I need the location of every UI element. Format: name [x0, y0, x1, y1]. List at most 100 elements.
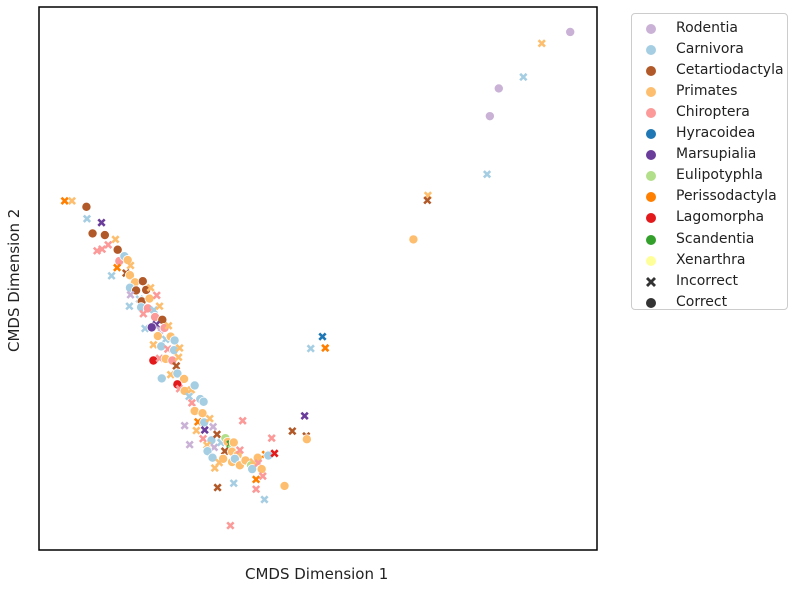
- point-primates-correct: [124, 270, 135, 281]
- point-rodentia-correct: [484, 111, 495, 122]
- point-carnivora-incorrect: [107, 271, 116, 280]
- legend-label: Incorrect: [676, 272, 739, 289]
- point-perissodactyla-incorrect: [113, 263, 122, 272]
- point-carnivora-correct: [202, 446, 213, 457]
- point-carnivora-correct: [229, 453, 240, 464]
- point-carnivora-incorrect: [229, 479, 238, 488]
- point-primates-incorrect: [146, 283, 155, 292]
- legend-marker-primates: [644, 84, 658, 98]
- legend-label: Chiroptera: [676, 103, 750, 120]
- legend-label: Cetartiodactyla: [676, 61, 784, 78]
- legend-marker-scandentia: [644, 232, 658, 246]
- point-primates-correct: [122, 255, 133, 266]
- legend-label: Xenarthra: [676, 251, 746, 268]
- point-hyracoidea-incorrect: [318, 332, 327, 341]
- point-chiroptera-incorrect: [104, 240, 113, 249]
- point-chiroptera-incorrect: [267, 434, 276, 443]
- legend-marker-chiroptera: [644, 105, 658, 119]
- point-rodentia-correct: [565, 26, 576, 37]
- point-chiroptera-incorrect: [251, 485, 261, 494]
- point-cetartiodactyla-correct: [87, 228, 98, 239]
- legend-item-lagomorpha: Lagomorpha: [644, 207, 764, 228]
- point-primates-incorrect: [192, 426, 201, 435]
- point-marsupialia-incorrect: [300, 411, 309, 420]
- point-primates-incorrect: [126, 261, 135, 270]
- legend-item-xenarthra: Xenarthra: [644, 249, 745, 270]
- point-cetartiodactyla-correct: [99, 230, 110, 241]
- point-chiroptera-incorrect: [198, 434, 208, 443]
- legend-item-scandentia: Scandentia: [644, 228, 754, 249]
- point-rodentia-incorrect: [180, 421, 189, 430]
- point-chiroptera-incorrect: [92, 246, 102, 255]
- legend-item-incorrect: Incorrect: [644, 270, 738, 291]
- point-rodentia-incorrect: [208, 422, 218, 431]
- point-cetartiodactyla-incorrect: [172, 361, 181, 371]
- legend-label: Correct: [676, 293, 728, 310]
- point-rodentia-incorrect: [185, 440, 194, 449]
- legend-marker-rodentia: [644, 21, 658, 35]
- point-marsupialia-correct: [146, 322, 157, 333]
- legend-marker-perissodactyla: [644, 189, 658, 203]
- point-rodentia-correct: [493, 83, 504, 94]
- point-primates-correct: [301, 434, 312, 445]
- legend-marker-carnivora: [644, 42, 658, 56]
- point-chiroptera-incorrect: [258, 472, 267, 481]
- legend-marker-hyracoidea: [644, 126, 658, 140]
- legend-marker-cetartiodactyla: [644, 63, 658, 77]
- point-primates-incorrect: [210, 463, 219, 473]
- point-cetartiodactyla-correct: [81, 201, 92, 212]
- y-axis-label: CMDS Dimension 2: [5, 208, 23, 352]
- point-cetartiodactyla-correct: [141, 284, 152, 295]
- point-rodentia-incorrect: [126, 290, 135, 299]
- point-chiroptera-incorrect: [187, 398, 197, 407]
- point-lagomorpha-correct: [172, 379, 183, 390]
- legend-item-primates: Primates: [644, 80, 737, 101]
- point-primates-incorrect: [174, 353, 183, 362]
- point-cetartiodactyla-incorrect: [423, 196, 432, 205]
- point-chiroptera-incorrect: [152, 291, 161, 300]
- point-primates-incorrect: [67, 196, 77, 205]
- point-perissodactyla-incorrect: [60, 196, 69, 205]
- point-carnivora-correct: [189, 380, 200, 391]
- point-carnivora-incorrect: [260, 495, 269, 504]
- point-primates-incorrect: [149, 340, 158, 349]
- legend-label: Perissodactyla: [676, 188, 777, 205]
- legend-item-marsupialia: Marsupialia: [644, 144, 756, 165]
- legend-label: Primates: [676, 82, 738, 99]
- point-primates-incorrect: [537, 39, 546, 48]
- point-primates-correct: [408, 234, 419, 245]
- legend-label: Rodentia: [676, 19, 738, 36]
- legend-label: Eulipotyphla: [676, 167, 763, 184]
- point-chiroptera-incorrect: [139, 309, 148, 318]
- point-primates-correct: [152, 331, 163, 342]
- point-primates-correct: [179, 373, 190, 384]
- point-primates-incorrect: [175, 343, 184, 353]
- point-chiroptera-incorrect: [238, 416, 247, 425]
- legend-marker-xenarthra: [644, 253, 658, 267]
- point-perissodactyla-incorrect: [321, 343, 330, 353]
- legend-marker-lagomorpha: [644, 210, 658, 224]
- point-cetartiodactyla-incorrect: [212, 430, 222, 439]
- point-perissodactyla-incorrect: [251, 475, 261, 484]
- legend-marker-marsupialia: [644, 147, 658, 161]
- point-carnivora-incorrect: [184, 392, 194, 401]
- point-carnivora-incorrect: [306, 344, 315, 353]
- point-cetartiodactyla-correct: [137, 276, 148, 287]
- plot-frame: [38, 6, 598, 551]
- legend-item-hyracoidea: Hyracoidea: [644, 123, 755, 144]
- point-carnivora-correct: [169, 335, 180, 346]
- legend-item-carnivora: Carnivora: [644, 38, 744, 59]
- point-primates-correct: [279, 480, 290, 491]
- point-primates-incorrect: [111, 235, 120, 244]
- legend-item-rodentia: Rodentia: [644, 17, 738, 38]
- point-lagomorpha-incorrect: [270, 449, 279, 458]
- point-carnivora-correct: [207, 452, 218, 463]
- point-primates-incorrect: [164, 321, 173, 330]
- points-layer: [60, 26, 576, 530]
- point-carnivora-incorrect: [125, 302, 134, 311]
- point-carnivora-correct: [172, 368, 183, 379]
- point-chiroptera-incorrect: [226, 521, 235, 530]
- point-primates-incorrect: [205, 414, 214, 423]
- legend-item-chiroptera: Chiroptera: [644, 101, 750, 122]
